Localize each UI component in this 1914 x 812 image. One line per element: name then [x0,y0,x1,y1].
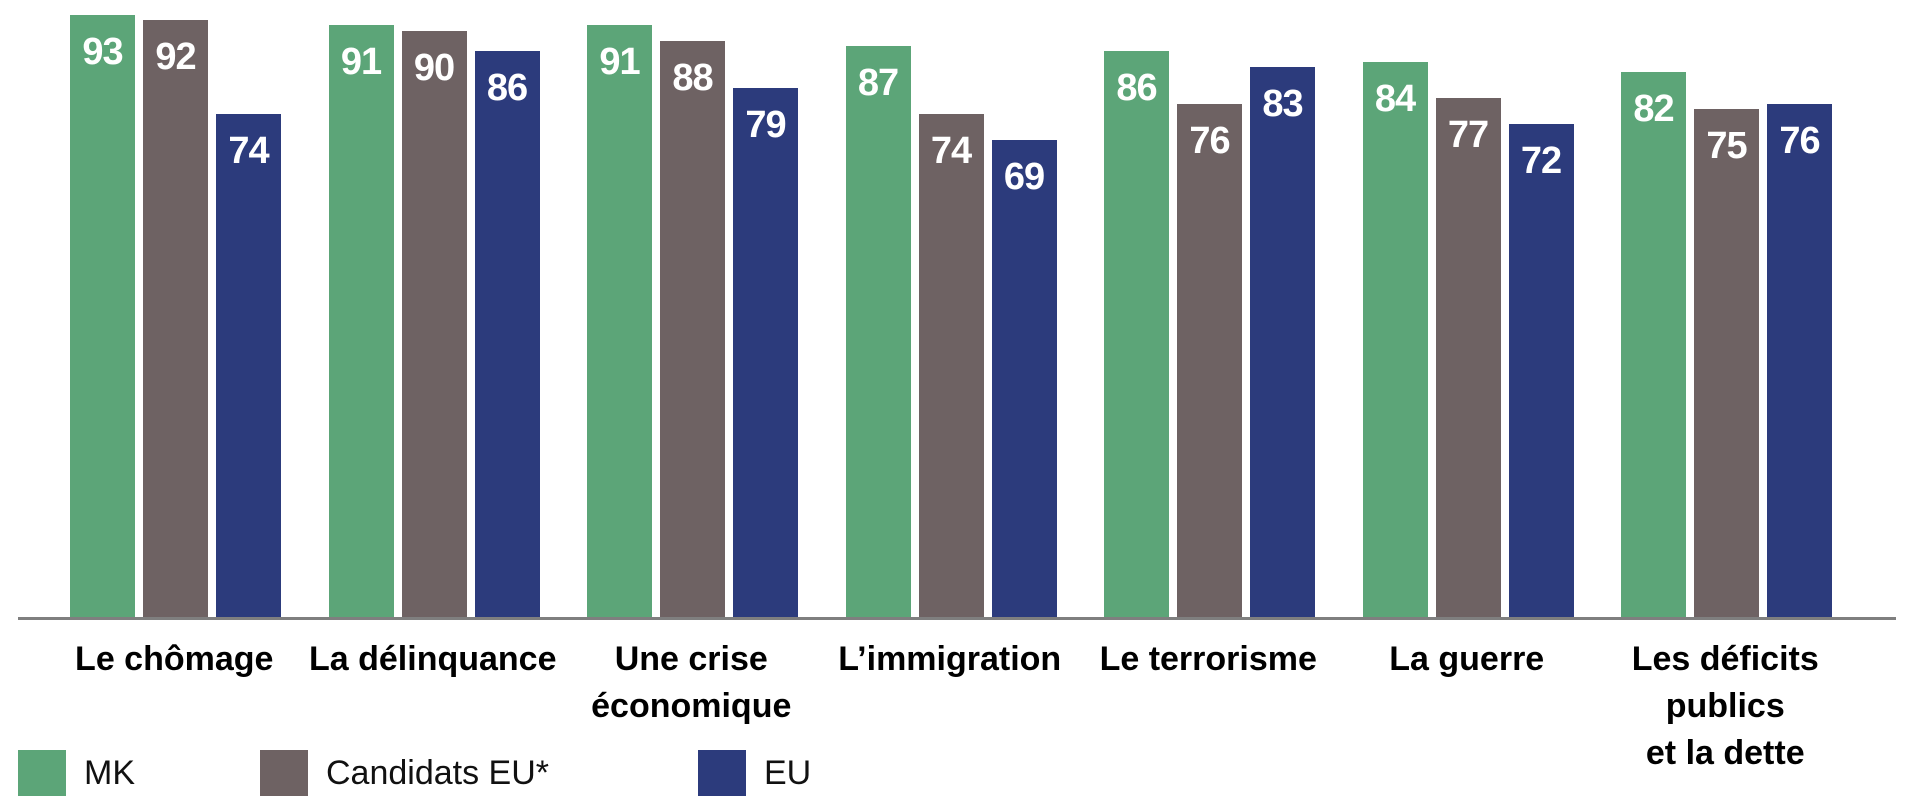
bar-group-5: 84 77 72 [1362,62,1574,618]
bar-value-label: 86 [1116,67,1157,109]
bar-value-label: 75 [1706,125,1747,167]
legend-label-eu: EU [764,754,812,792]
bar-candidats-eu-0: 92 [143,20,208,618]
bar-mk-2: 91 [587,25,652,618]
legend-item-candidats-eu: Candidats EU* [260,750,549,796]
bar-candidats-eu-6: 75 [1694,109,1759,618]
category-label-3: L’immigration [838,640,1062,678]
bar-value-label: 69 [1003,156,1045,198]
category-label-6: Les déficits publics et la dette [1631,640,1819,772]
bar-eu-6: 76 [1767,104,1832,618]
bar-value-label: 91 [340,41,382,83]
bar-eu-2: 79 [733,88,798,618]
bar-value-label: 74 [228,130,269,172]
bar-candidats-eu-5: 77 [1435,98,1501,618]
bar-group-4: 86 76 83 [1104,51,1315,618]
bar-eu-5: 72 [1508,124,1574,618]
bar-value-label: 92 [155,36,196,78]
bar-mk-4: 86 [1104,51,1169,618]
bar-group-0: 93 92 74 [70,15,281,618]
bar-mk-3: 87 [845,46,911,618]
bar-value-label: 91 [599,41,640,83]
bar-value-label: 87 [857,62,899,104]
bar-eu-4: 83 [1250,67,1315,618]
bar-value-label: 86 [486,67,528,109]
category-label-0: Le chômage [75,640,274,678]
legend-label-mk: MK [84,754,135,792]
legend-item-eu: EU [698,750,811,796]
bar-group-6: 82 75 76 [1621,72,1832,618]
bar-mk-5: 84 [1362,62,1428,618]
bar-value-label: 72 [1520,140,1562,182]
category-label-1: La délinquance [309,640,557,678]
bar-candidats-eu-1: 90 [401,31,467,618]
bar-group-1: 91 90 86 [328,25,540,618]
legend-label-candidats-eu: Candidats EU* [326,754,550,792]
category-label-5: La guerre [1389,640,1545,678]
legend-swatch-eu [698,750,746,796]
bar-candidats-eu-4: 76 [1177,104,1242,618]
bar-value-label: 74 [930,130,972,172]
bar-value-label: 90 [413,47,455,89]
category-labels: Le chômage La délinquance Une crise économ… [45,636,1855,777]
bar-value-label: 88 [672,57,713,99]
bar-eu-0: 74 [216,114,281,618]
bars-row: 93 92 74 91 90 86 91 88 79 87 74 69 86 76 83 84 77 72 82 75… [70,15,1832,618]
bar-mk-1: 91 [328,25,394,618]
bar-value-label: 93 [82,31,123,73]
bar-value-label: 82 [1633,88,1674,130]
legend-swatch-mk [18,750,66,796]
bar-value-label: 84 [1374,78,1416,120]
legend-item-mk: MK [18,750,135,796]
bar-value-label: 83 [1262,83,1303,125]
bar-eu-3: 69 [991,140,1057,618]
bar-value-label: 76 [1779,120,1820,162]
x-axis-line [18,617,1896,620]
bar-mk-6: 82 [1621,72,1686,618]
legend: MK Candidats EU* EU [0,750,1914,800]
legend-swatch-candidats-eu [260,750,308,796]
bar-group-2: 91 88 79 [587,25,798,618]
category-label-2: Une crise économique [591,640,792,725]
bar-eu-1: 86 [474,51,540,618]
bar-candidats-eu-2: 88 [660,41,725,618]
bar-group-3: 87 74 69 [845,46,1057,618]
category-label-4: Le terrorisme [1099,640,1317,678]
bar-value-label: 77 [1447,114,1489,156]
bar-mk-0: 93 [70,15,135,618]
bar-candidats-eu-3: 74 [918,114,984,618]
bar-value-label: 79 [745,104,786,146]
bar-value-label: 76 [1189,120,1230,162]
